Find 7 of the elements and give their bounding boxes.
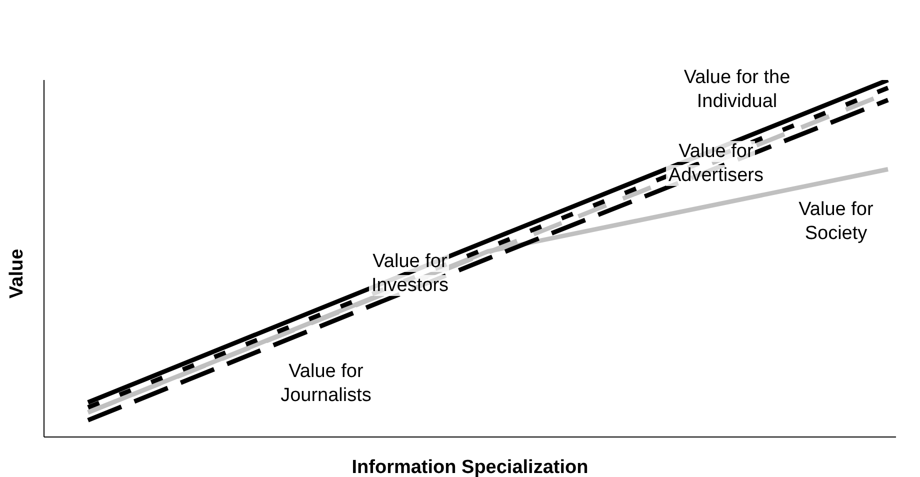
- series-label: Value for Investors: [370, 251, 450, 296]
- y-axis-title: Value: [6, 248, 28, 298]
- series-label: Value for Advertisers: [667, 141, 765, 186]
- series-label: Value for Journalists: [280, 361, 372, 406]
- x-axis-title: Information Specialization: [352, 457, 588, 477]
- series-label: Value for the Individual: [682, 67, 792, 112]
- series-label: Value for Society: [798, 199, 874, 244]
